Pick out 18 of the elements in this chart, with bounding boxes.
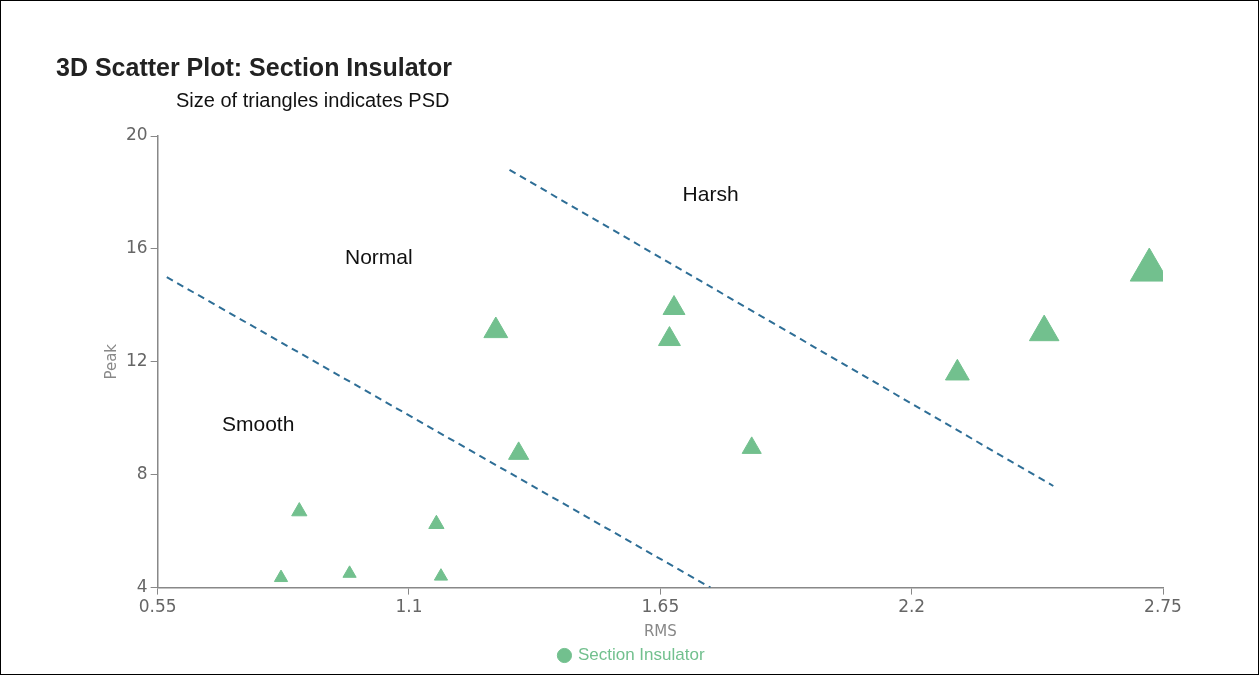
x-tick-label: 2.2 xyxy=(898,596,926,617)
annotation: Smooth xyxy=(221,411,295,435)
x-axis-title: RMS xyxy=(643,621,677,640)
y-tick-label: 8 xyxy=(136,463,148,484)
annotation: Normal xyxy=(344,244,413,268)
x-tick-label: 1.1 xyxy=(395,596,423,617)
x-tick-label: 1.65 xyxy=(641,596,680,617)
x-tick-label: 0.55 xyxy=(138,596,177,617)
annotation: Harsh xyxy=(682,181,739,205)
chart-subtitle: Size of triangles indicates PSD xyxy=(176,89,450,112)
y-tick-label: 12 xyxy=(125,350,148,371)
y-tick-label: 20 xyxy=(125,124,148,145)
y-tick-label: 4 xyxy=(136,576,148,597)
x-tick-label: 2.75 xyxy=(1144,596,1182,617)
y-tick-label: 16 xyxy=(125,237,148,258)
legend-label: Section Insulator xyxy=(577,645,705,665)
y-axis-title: Peak xyxy=(101,343,120,380)
chart-title: 3D Scatter Plot: Section Insulator xyxy=(56,53,452,82)
